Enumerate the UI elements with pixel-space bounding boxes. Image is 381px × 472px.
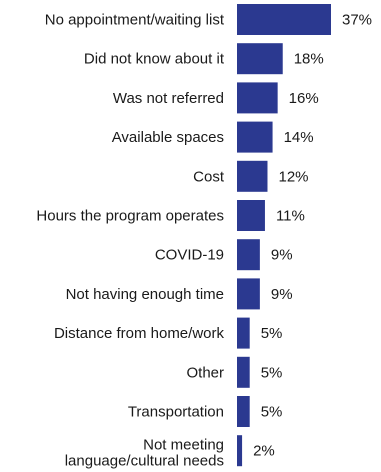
bar <box>237 435 243 467</box>
value-label: 5% <box>261 404 283 421</box>
category-label: Hours the program operates <box>36 208 224 225</box>
value-label: 11% <box>276 208 305 225</box>
category-label: Not having enough time <box>66 286 224 303</box>
category-label: Other <box>186 364 224 381</box>
value-label: 18% <box>294 51 324 68</box>
bar <box>237 317 250 349</box>
value-label: 14% <box>284 129 314 146</box>
category-label: Not meeting language/cultural needs <box>65 437 224 470</box>
bar <box>237 4 331 35</box>
bar <box>237 121 273 153</box>
category-label: Was not referred <box>113 90 224 107</box>
bar <box>237 82 278 114</box>
bar <box>237 160 268 192</box>
value-label: 5% <box>261 364 283 381</box>
category-label: Cost <box>193 168 225 185</box>
value-label: 5% <box>261 325 283 342</box>
category-label: Transportation <box>128 404 224 421</box>
value-label: 2% <box>253 443 275 460</box>
bar <box>237 356 250 388</box>
category-label: No appointment/waiting list <box>45 12 225 29</box>
value-label: 37% <box>342 12 372 29</box>
value-label: 16% <box>289 90 319 107</box>
category-labels: No appointment/waiting list Did not know … <box>36 12 224 470</box>
value-label: 9% <box>271 286 293 303</box>
category-label: Did not know about it <box>84 51 225 68</box>
value-labels: 37% 18% 16% 14% 12% 11% 9% 9% 5% 5% 5% 2% <box>253 12 372 460</box>
category-label: Distance from home/work <box>54 325 225 342</box>
value-label: 12% <box>278 168 308 185</box>
bar <box>237 278 260 310</box>
value-label: 9% <box>271 247 293 264</box>
bar <box>237 200 265 231</box>
category-label: COVID-19 <box>155 247 224 264</box>
bar <box>237 239 260 271</box>
bars-layer <box>237 4 331 467</box>
bar <box>237 396 250 427</box>
category-label: Available spaces <box>112 129 224 146</box>
bar <box>237 43 283 75</box>
